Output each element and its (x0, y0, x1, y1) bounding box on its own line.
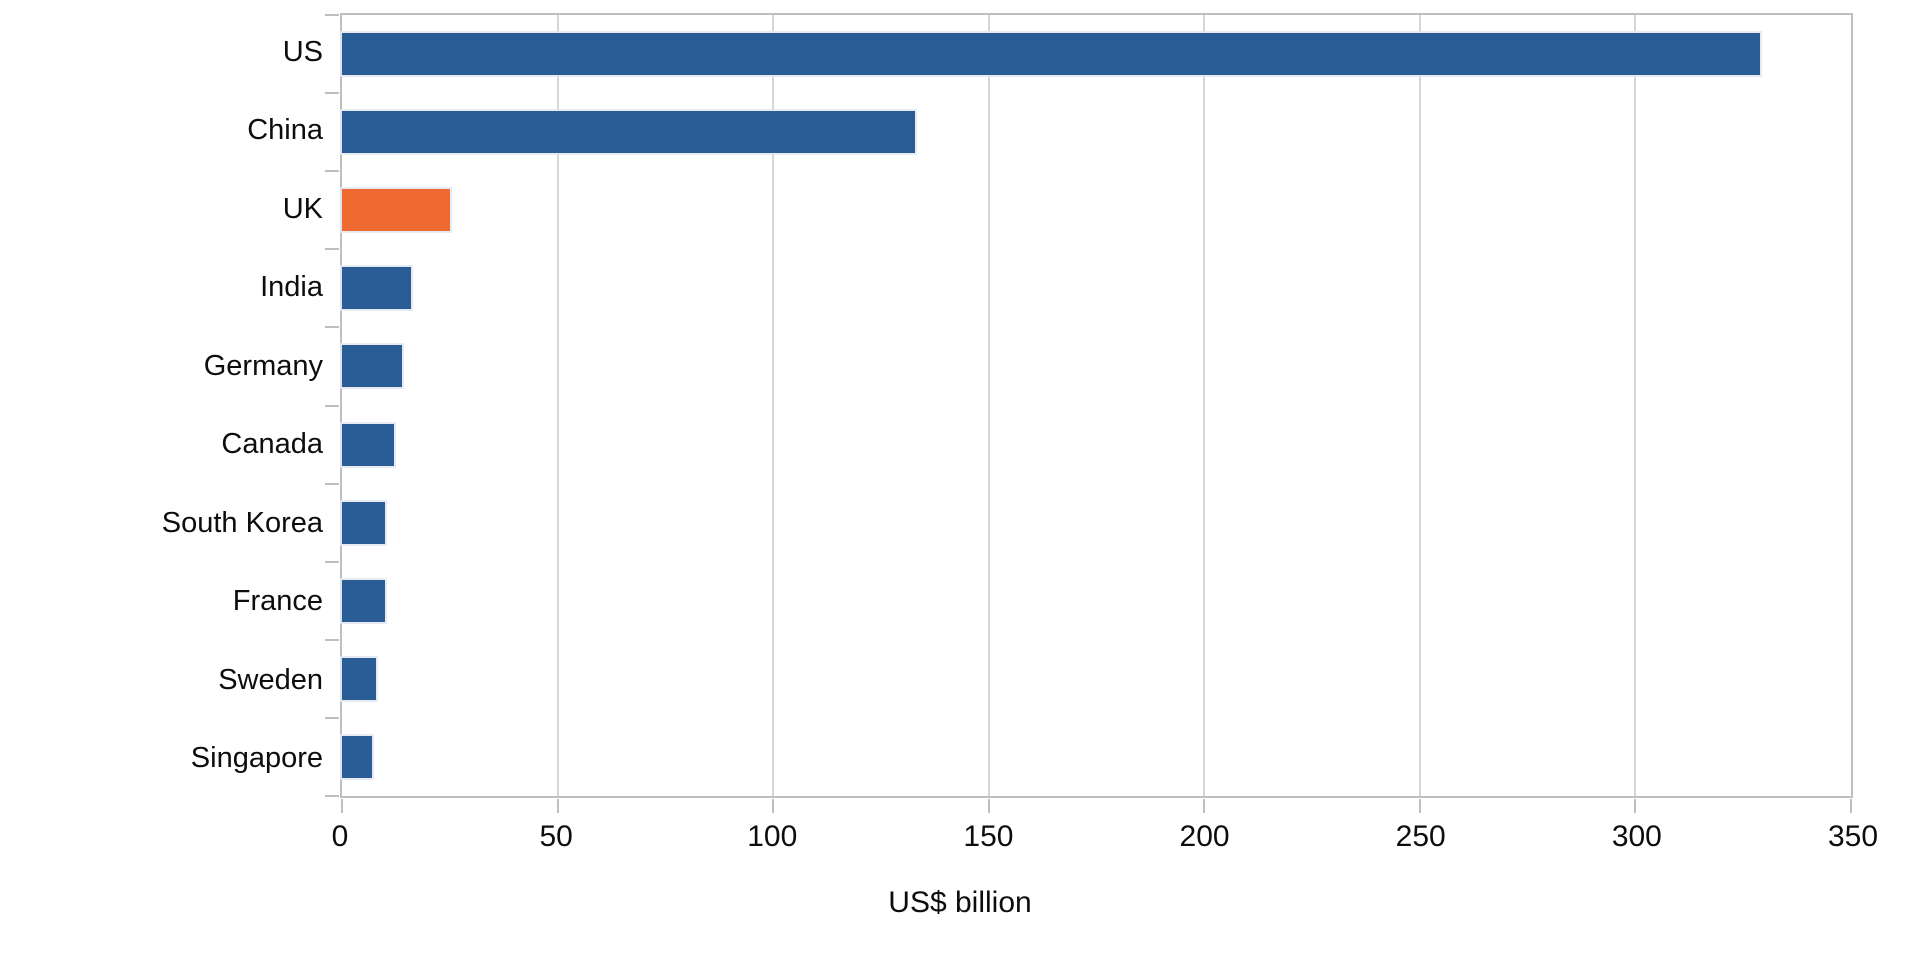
x-tick-label: 150 (963, 820, 1014, 853)
x-axis-tick (772, 799, 775, 813)
bar-south-korea (342, 501, 386, 544)
x-tick-label: 100 (747, 820, 798, 853)
y-axis-tick (325, 482, 339, 485)
bar-track (342, 93, 1851, 171)
x-axis-tick (1634, 799, 1637, 813)
x-axis-tick (1203, 799, 1206, 813)
bar-track (342, 249, 1851, 327)
bar-track (342, 718, 1851, 796)
bar-france (342, 579, 386, 622)
gridline (987, 15, 990, 796)
y-axis-tick (325, 404, 339, 407)
bar-sweden (342, 657, 377, 700)
category-label: India (260, 271, 323, 304)
x-axis-tick (341, 799, 343, 813)
bar-track (342, 484, 1851, 562)
y-axis-tick (325, 638, 339, 641)
x-tick-label: 0 (331, 820, 349, 853)
x-axis-tick (556, 799, 559, 813)
plot-area (325, 13, 1853, 813)
bar-track (342, 405, 1851, 483)
x-axis-tick-labels: 0 50 100 150 200 250 300 350 (332, 798, 1878, 860)
bar-us (342, 33, 1761, 76)
bars-layer (342, 15, 1851, 796)
bar-canada (342, 423, 394, 466)
bar-track (342, 327, 1851, 405)
y-axis-tick (325, 92, 339, 95)
x-tick-label: 50 (539, 820, 573, 853)
gridline (556, 15, 559, 796)
gridline (1418, 15, 1421, 796)
x-axis-tick (1850, 799, 1852, 813)
bar-track (342, 171, 1851, 249)
category-label: South Korea (161, 506, 323, 539)
y-axis-tick (325, 14, 339, 16)
y-axis-tick (325, 716, 339, 719)
category-label: Sweden (218, 663, 323, 696)
y-axis-tick (325, 560, 339, 563)
category-label: Germany (203, 349, 323, 382)
x-tick-label: 350 (1827, 820, 1879, 853)
y-axis-tick (325, 248, 339, 251)
x-axis-title: US$ billion (888, 886, 1032, 919)
y-axis-tick (325, 795, 339, 797)
bar-germany (342, 345, 403, 388)
bar-singapore (342, 735, 373, 778)
category-label: UK (282, 192, 323, 225)
category-label: France (232, 585, 323, 618)
category-axis-labels: US China UK India Germany Canada South Korea Fr… (0, 13, 340, 798)
bar-track (342, 15, 1851, 93)
bar-uk (342, 189, 450, 232)
category-label: Canada (221, 428, 323, 461)
y-axis-tick (325, 326, 339, 329)
y-axis-tick (325, 170, 339, 173)
chart-body: US China UK India Germany Canada South Korea Fr… (0, 13, 1920, 813)
bar-track (342, 640, 1851, 718)
x-tick-label: 250 (1395, 820, 1446, 853)
x-axis-tick (1418, 799, 1421, 813)
bar-india (342, 267, 411, 310)
category-label: Singapore (190, 742, 323, 775)
gridline (1203, 15, 1206, 796)
category-label: US (282, 35, 323, 68)
gridline (772, 15, 775, 796)
x-tick-label: 300 (1611, 820, 1662, 853)
gridline (1634, 15, 1637, 796)
category-label: China (247, 114, 323, 147)
bar-track (342, 562, 1851, 640)
x-axis-tick (987, 799, 990, 813)
x-tick-label: 200 (1179, 820, 1230, 853)
bar-china (342, 111, 916, 154)
